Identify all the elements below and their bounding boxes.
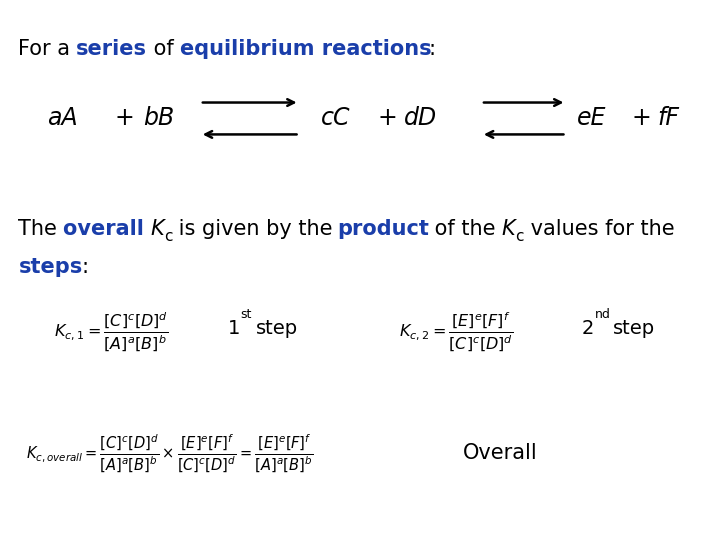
- Text: +: +: [632, 106, 652, 131]
- Text: eE: eE: [577, 106, 606, 131]
- Text: :: :: [82, 256, 89, 276]
- Text: +: +: [114, 106, 134, 131]
- Text: :: :: [428, 39, 435, 59]
- Text: st: st: [240, 308, 252, 321]
- Text: is given by the: is given by the: [173, 219, 340, 240]
- Text: $K_{c,overall} = \dfrac{[C]^c[D]^d}{[A]^a[B]^b} \times \dfrac{[E]^e[F]^f}{[C]^c[: $K_{c,overall} = \dfrac{[C]^c[D]^d}{[A]^…: [25, 432, 313, 475]
- Text: c: c: [164, 229, 173, 244]
- Text: $K_{c,1} = \dfrac{[C]^c[D]^d}{[A]^a[B]^b}$: $K_{c,1} = \dfrac{[C]^c[D]^d}{[A]^a[B]^b…: [54, 310, 168, 353]
- Text: cC: cC: [321, 106, 351, 131]
- Text: $K_{c,2} = \dfrac{[E]^e[F]^f}{[C]^c[D]^d}$: $K_{c,2} = \dfrac{[E]^e[F]^f}{[C]^c[D]^d…: [399, 310, 513, 353]
- Text: product: product: [338, 219, 430, 240]
- Text: nd: nd: [595, 308, 611, 321]
- Text: Overall: Overall: [463, 443, 538, 463]
- Text: 2: 2: [582, 319, 595, 338]
- Text: fF: fF: [657, 106, 680, 131]
- Text: step: step: [613, 319, 655, 338]
- Text: K: K: [150, 219, 164, 240]
- Text: 1: 1: [228, 319, 240, 338]
- Text: K: K: [502, 219, 516, 240]
- Text: overall: overall: [63, 219, 151, 240]
- Text: step: step: [256, 319, 298, 338]
- Text: values for the: values for the: [523, 219, 675, 240]
- Text: series: series: [76, 39, 148, 59]
- Text: equilibrium reactions: equilibrium reactions: [179, 39, 431, 59]
- Text: of: of: [147, 39, 180, 59]
- Text: c: c: [516, 229, 524, 244]
- Text: dD: dD: [404, 106, 437, 131]
- Text: of the: of the: [428, 219, 503, 240]
- Text: +: +: [378, 106, 397, 131]
- Text: For a: For a: [19, 39, 77, 59]
- Text: bB: bB: [143, 106, 174, 131]
- Text: The: The: [19, 219, 64, 240]
- Text: aA: aA: [47, 106, 78, 131]
- Text: steps: steps: [19, 256, 83, 276]
